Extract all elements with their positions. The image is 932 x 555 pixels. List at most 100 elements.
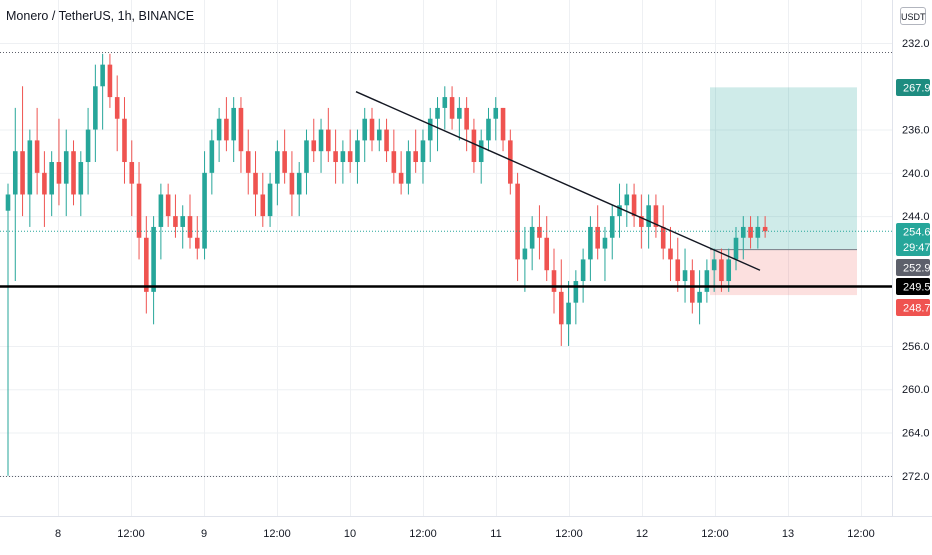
candle-body [376, 129, 382, 141]
stop-badge [896, 299, 930, 316]
time-tick-label: 12:00 [555, 528, 583, 540]
time-tick-label: 8 [55, 528, 61, 540]
time-tick-label: 11 [490, 528, 501, 540]
candle-body [311, 140, 317, 152]
time-tick-label: 12:00 [263, 528, 291, 540]
price-tick-label: 272.0 [902, 471, 930, 483]
time-tick-label: 10 [344, 528, 356, 540]
currency-button[interactable]: USDT [900, 7, 926, 25]
entry-badge [896, 259, 930, 276]
candle-body [107, 64, 113, 98]
current-badge-label: 254.6 [903, 227, 931, 239]
candle-body [682, 270, 688, 282]
time-tick-label: 12:00 [117, 528, 145, 540]
candle-body [253, 172, 258, 195]
candle-body [704, 270, 710, 292]
candle-body [719, 259, 724, 282]
price-axis[interactable]: 272.0 264.0 260.0 256.0 244.0 240.0 236.0 232.0 [892, 0, 930, 516]
candle-body [267, 183, 273, 217]
candle-body [245, 151, 251, 173]
candle-body [653, 205, 659, 227]
trendline[interactable] [355, 91, 761, 271]
candle-body [624, 194, 630, 206]
price-badges: 267.9 254.6 29:47 252.9 249.5 248.7 [896, 79, 931, 316]
candle-body [216, 118, 222, 141]
candle-body [660, 226, 666, 249]
candle-body [566, 302, 571, 325]
target-badge [896, 79, 930, 96]
candle-body [78, 162, 84, 195]
price-tick-label: 264.0 [902, 428, 930, 440]
price-tick-label: 240.0 [902, 168, 930, 180]
candle-body [42, 172, 47, 195]
risk-reward-zone[interactable] [710, 87, 857, 296]
candle-body [675, 259, 681, 282]
price-tick-label: 260.0 [902, 384, 930, 396]
candle-body [544, 237, 550, 271]
candle-body [435, 107, 440, 119]
candle-body [355, 140, 360, 163]
candle-body [282, 151, 287, 173]
price-tick-label: 232.0 [902, 38, 930, 50]
candle-body [486, 118, 491, 141]
time-axis[interactable]: 8 12:00 9 12:00 10 12:00 11 12:00 12 12:00 13 12:00 [0, 516, 932, 541]
candle-body [296, 172, 302, 195]
candle-body [144, 237, 149, 292]
candle-body [5, 194, 11, 211]
candle-body [202, 172, 207, 249]
candle-body [209, 140, 215, 173]
candle-body [384, 129, 389, 152]
candle-body [326, 129, 331, 152]
candle-body [20, 151, 25, 195]
price-tick-label: 256.0 [902, 341, 930, 353]
candle-body [609, 216, 615, 238]
candle-body [668, 248, 673, 260]
candle-body [151, 226, 156, 292]
candle-body [129, 162, 135, 184]
profit-zone[interactable] [710, 87, 857, 250]
candle-body [238, 107, 244, 152]
candle-body [617, 205, 622, 217]
support-badge [896, 278, 930, 295]
candle-body [260, 194, 266, 217]
candle-body [347, 151, 353, 163]
candle-body [180, 216, 186, 227]
candle-body [580, 259, 586, 282]
candle-body [100, 64, 105, 87]
candle-body [413, 151, 418, 163]
candle-body [27, 140, 33, 195]
time-tick-label: 12:00 [701, 528, 729, 540]
candle-body [762, 226, 768, 232]
candle-body [340, 151, 346, 163]
candle-body [12, 151, 18, 195]
candle-body [427, 118, 433, 141]
candle-body [711, 259, 717, 271]
candle-body [515, 183, 520, 260]
candle-body [464, 107, 469, 130]
candle-body [398, 172, 404, 184]
candle-body [275, 151, 280, 184]
candles [5, 53, 768, 476]
candle-body [740, 226, 746, 238]
candle-body [537, 226, 542, 238]
candle-body [289, 172, 295, 195]
candle-body [231, 107, 236, 141]
candle-body [49, 162, 54, 195]
candle-body [471, 129, 477, 163]
candle-body [34, 140, 40, 173]
candle-body [318, 129, 324, 152]
candle-body [158, 194, 164, 227]
loss-zone[interactable] [710, 249, 857, 296]
candle-body [187, 216, 193, 238]
candle-body [369, 118, 375, 141]
candle-body [173, 216, 178, 227]
candle-body [449, 97, 455, 119]
candle-body [551, 270, 557, 292]
time-tick-label: 12:00 [847, 528, 875, 540]
candle-body [56, 162, 62, 184]
time-tick-label: 9 [201, 528, 207, 540]
candle-body [362, 118, 368, 141]
candle-body [573, 281, 579, 303]
current-badge [896, 223, 930, 256]
